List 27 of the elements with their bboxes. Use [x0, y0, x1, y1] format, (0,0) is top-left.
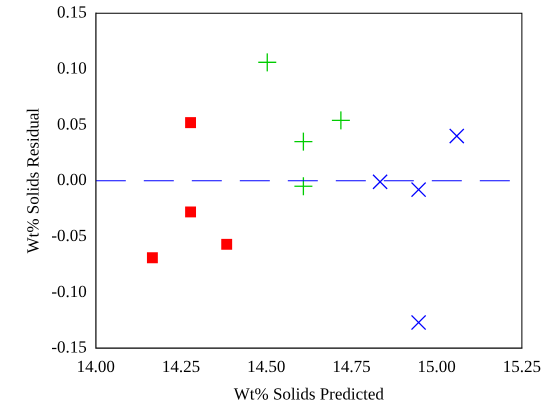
y-tick-label: 0.10 [57, 58, 87, 78]
y-tick-label: 0.05 [57, 114, 87, 134]
y-tick-label: 0.00 [57, 170, 87, 190]
point [294, 176, 314, 196]
point [410, 314, 426, 330]
x-tick-label: 14.25 [162, 356, 200, 376]
y-tick-label: -0.15 [51, 338, 87, 357]
x-tick-label: 14.75 [332, 356, 371, 376]
point [372, 174, 388, 190]
x-tick-label: 14.00 [76, 356, 115, 376]
point [146, 252, 158, 264]
point [185, 117, 196, 128]
point [221, 238, 232, 250]
x-tick-label: 15.00 [418, 356, 456, 376]
y-axis-title: Wt% Solids Residual [24, 108, 43, 254]
point [258, 52, 277, 72]
y-tick-label: -0.10 [51, 282, 87, 301]
point [331, 110, 351, 130]
x-axis-title: Wt% Solids Predicted [234, 384, 384, 404]
point [410, 182, 426, 198]
point [185, 206, 196, 218]
point [294, 132, 314, 152]
point [449, 128, 464, 144]
y-tick-label: -0.05 [51, 226, 87, 245]
x-tick-label: 14.50 [247, 356, 286, 376]
x-tick-label: 15.25 [502, 356, 541, 376]
y-tick-label: 0.15 [57, 2, 87, 22]
